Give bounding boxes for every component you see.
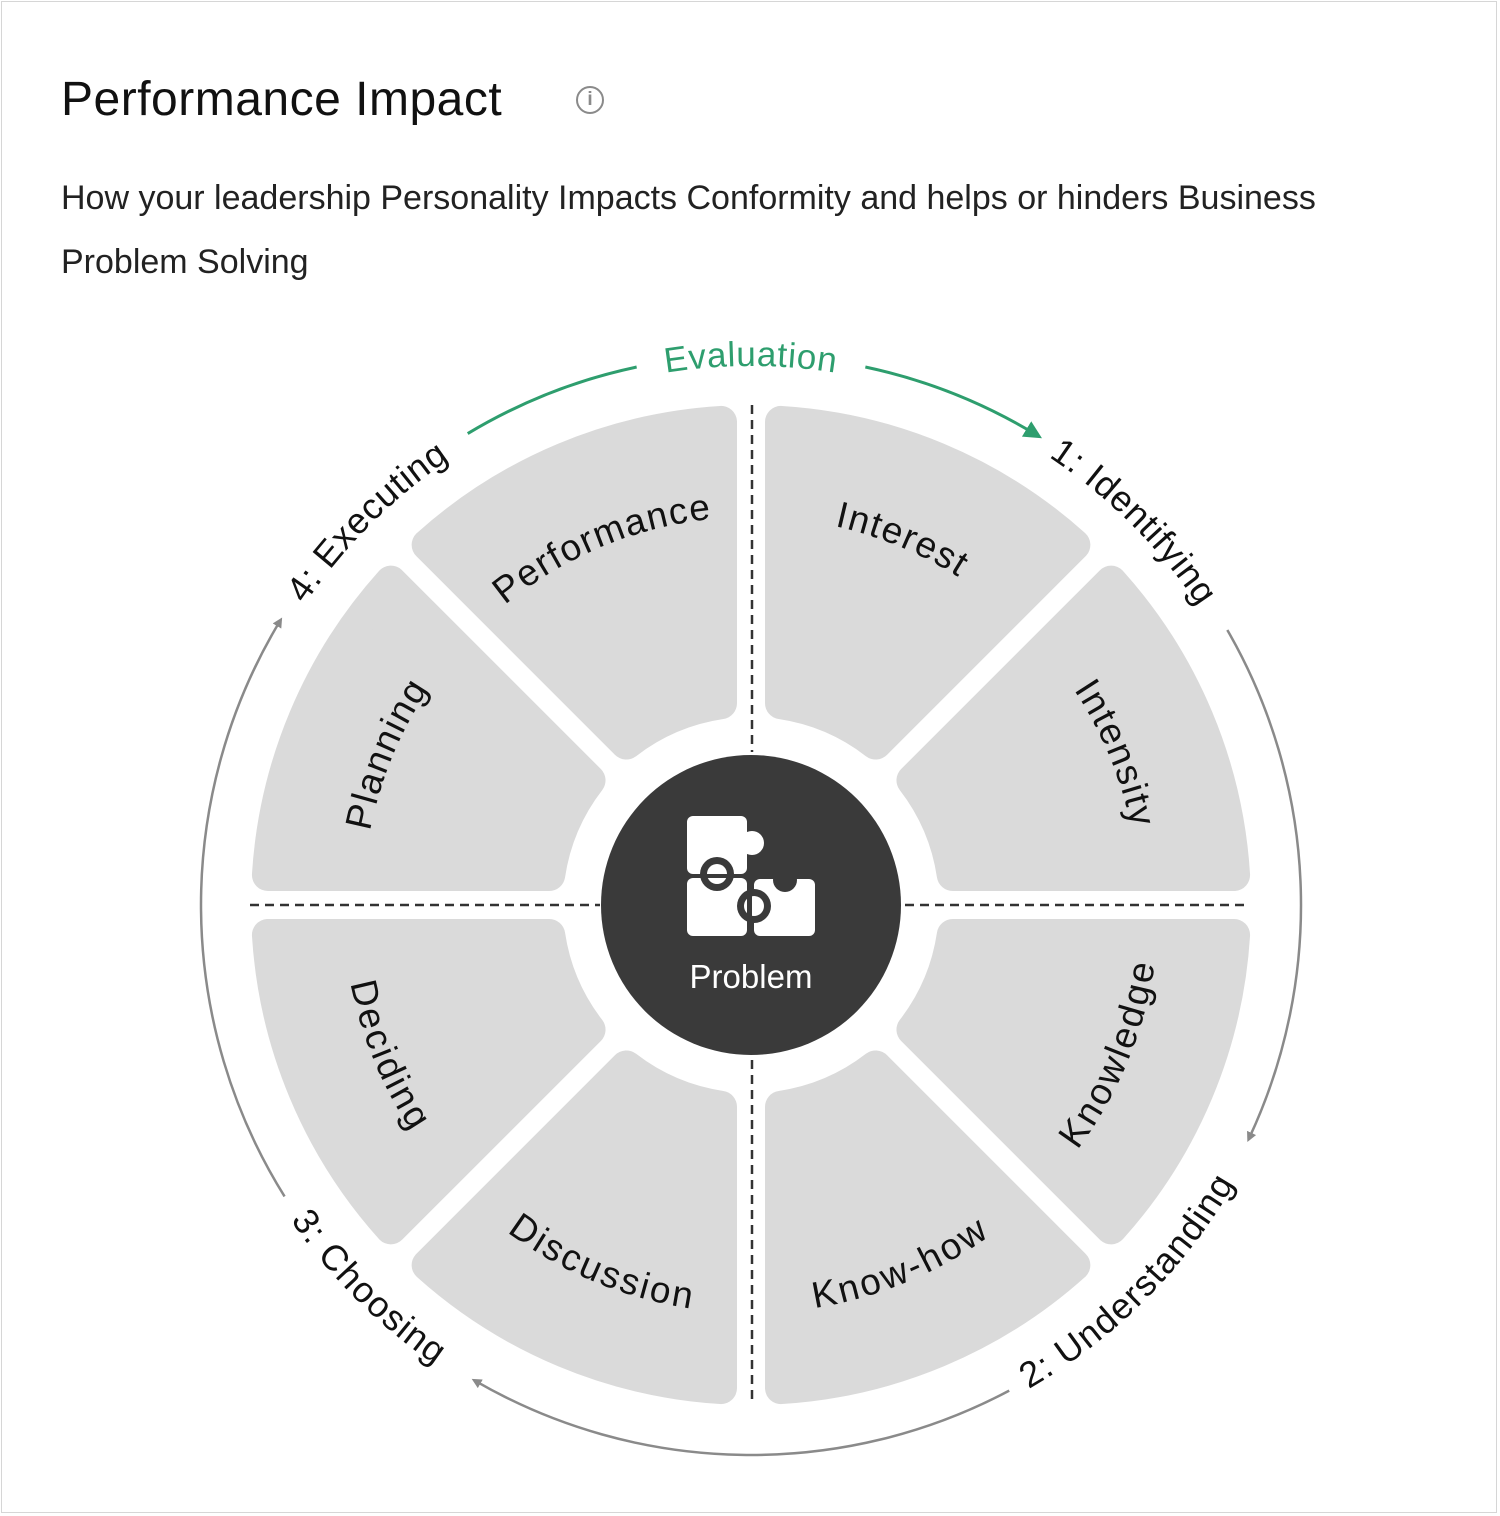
cycle-arrow-icon-3: [199, 617, 286, 1198]
segment-deciding: [251, 919, 606, 1245]
stage-label-4: 4: Executing: [277, 431, 454, 608]
info-circle-icon[interactable]: i: [576, 86, 604, 114]
center-problem: Problem: [601, 755, 901, 1055]
page-subtitle: How your leadership Personality Impacts …: [61, 179, 1316, 281]
segment-interest: [765, 405, 1091, 760]
stage-label-1: 1: Identifying: [1044, 429, 1227, 612]
page-title: Performance Impact: [61, 73, 503, 126]
segment-knowledge: [896, 919, 1251, 1245]
evaluation-label-text: Evaluation: [662, 335, 840, 381]
evaluation-arrow-icon: [865, 365, 1042, 439]
segment-intensity: [896, 565, 1251, 891]
evaluation-arc-left: [466, 365, 637, 435]
cycle-arrow-icon-2: [471, 1378, 1010, 1457]
center-label: Problem: [690, 958, 813, 995]
segment-know-how: [765, 1050, 1091, 1405]
cycle-arrow-icon-1: [1226, 629, 1303, 1142]
stage-label-1-text: 1: Identifying: [1044, 429, 1226, 612]
stage-label-4-text: 4: Executing: [277, 431, 453, 608]
segment-planning: [251, 565, 606, 891]
segment-performance: [411, 405, 737, 760]
axis-dividers: [250, 405, 1250, 1405]
puzzle-pieces-icon: [687, 816, 815, 940]
evaluation-label: Evaluation: [662, 335, 841, 381]
segment-discussion: [411, 1050, 737, 1405]
